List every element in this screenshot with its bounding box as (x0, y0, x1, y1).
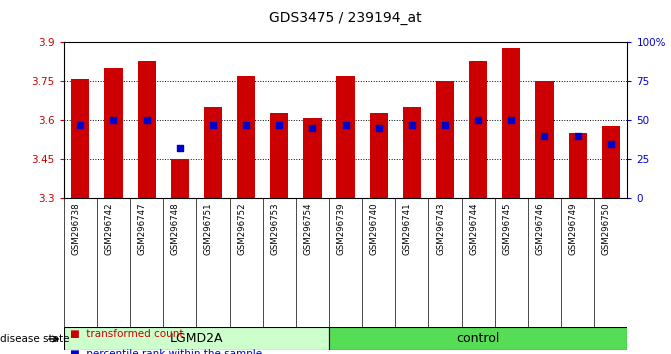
Point (407, 122, 417, 128)
Point (605, 141, 616, 147)
Point (572, 133, 583, 139)
Point (307, 125, 318, 131)
Text: LGMD2A: LGMD2A (170, 332, 223, 346)
Bar (237, 76, 255, 198)
Bar (436, 81, 454, 198)
Point (142, 118, 152, 123)
Point (75, 122, 86, 128)
Bar (502, 48, 521, 198)
Text: GSM296739: GSM296739 (337, 202, 346, 255)
Text: ■  percentile rank within the sample: ■ percentile rank within the sample (70, 349, 262, 354)
Text: control: control (456, 332, 500, 346)
Point (506, 118, 517, 123)
Text: GSM296751: GSM296751 (204, 202, 213, 255)
Bar (170, 159, 189, 198)
Text: GSM296745: GSM296745 (503, 202, 511, 255)
Bar (204, 107, 222, 198)
Bar (602, 126, 620, 198)
Bar (270, 113, 289, 198)
Text: GSM296742: GSM296742 (105, 202, 113, 255)
Text: GSM296738: GSM296738 (71, 202, 81, 255)
Bar (329, 327, 627, 350)
Text: GSM296741: GSM296741 (403, 202, 412, 255)
Point (340, 122, 351, 128)
Bar (403, 107, 421, 198)
Point (207, 122, 218, 128)
Bar (303, 118, 321, 198)
Point (274, 122, 285, 128)
Point (241, 122, 252, 128)
Text: GSM296754: GSM296754 (303, 202, 313, 255)
Text: GSM296747: GSM296747 (138, 202, 147, 255)
Bar (138, 61, 156, 198)
Text: disease state: disease state (0, 334, 70, 344)
Point (440, 122, 450, 128)
Bar (336, 76, 355, 198)
Text: GSM296752: GSM296752 (237, 202, 246, 255)
Bar (64, 327, 329, 350)
Text: GSM296749: GSM296749 (568, 202, 578, 255)
Point (174, 145, 185, 151)
Text: GSM296748: GSM296748 (171, 202, 180, 255)
Text: GSM296753: GSM296753 (270, 202, 279, 255)
Point (473, 118, 484, 123)
Point (373, 125, 384, 131)
Point (108, 118, 119, 123)
Text: ■  transformed count: ■ transformed count (70, 329, 184, 339)
Text: GSM296746: GSM296746 (535, 202, 544, 255)
Text: GSM296743: GSM296743 (436, 202, 445, 255)
Bar (568, 133, 586, 198)
Text: GSM296740: GSM296740 (370, 202, 378, 255)
Text: GDS3475 / 239194_at: GDS3475 / 239194_at (269, 11, 422, 25)
Text: GSM296744: GSM296744 (469, 202, 478, 255)
Bar (71, 79, 89, 198)
Bar (105, 68, 123, 198)
Point (539, 133, 550, 139)
Text: GSM296750: GSM296750 (602, 202, 611, 255)
Bar (469, 61, 487, 198)
Bar (535, 81, 554, 198)
Bar (370, 113, 388, 198)
